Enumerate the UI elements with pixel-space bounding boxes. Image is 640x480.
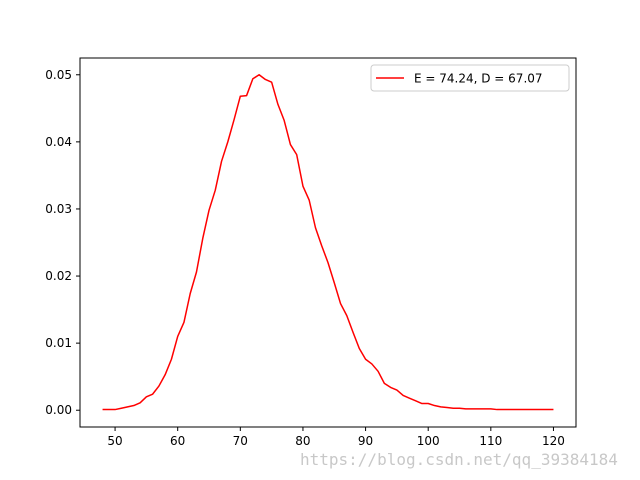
- y-tick-label: 0.04: [45, 135, 72, 149]
- x-tick-label: 100: [417, 434, 440, 448]
- x-tick-label: 90: [358, 434, 373, 448]
- legend-box: [370, 64, 570, 92]
- legend-label: E = 74.24, D = 67.07: [414, 72, 543, 86]
- legend: E = 74.24, D = 67.07: [370, 64, 570, 92]
- y-tick-label: 0.02: [45, 269, 72, 283]
- x-tick-label: 70: [233, 434, 248, 448]
- x-tick-label: 80: [295, 434, 310, 448]
- plot-frame: [79, 57, 577, 428]
- x-tick-label: 110: [479, 434, 502, 448]
- x-tick-label: 50: [107, 434, 122, 448]
- y-tick-label: 0.00: [45, 403, 72, 417]
- y-tick-label: 0.03: [45, 202, 72, 216]
- series-line: [102, 74, 554, 411]
- y-tick-label: 0.05: [45, 68, 72, 82]
- axis-ticks: 50 60 70 80 90 100 110 120 0.00 0.01 0.02 0.03 0.04 0…: [45, 68, 565, 448]
- watermark: https://blog.csdn.net/qq_39384184: [300, 450, 618, 469]
- x-tick-label: 60: [170, 434, 185, 448]
- y-tick-label: 0.01: [45, 336, 72, 350]
- x-tick-label: 120: [542, 434, 565, 448]
